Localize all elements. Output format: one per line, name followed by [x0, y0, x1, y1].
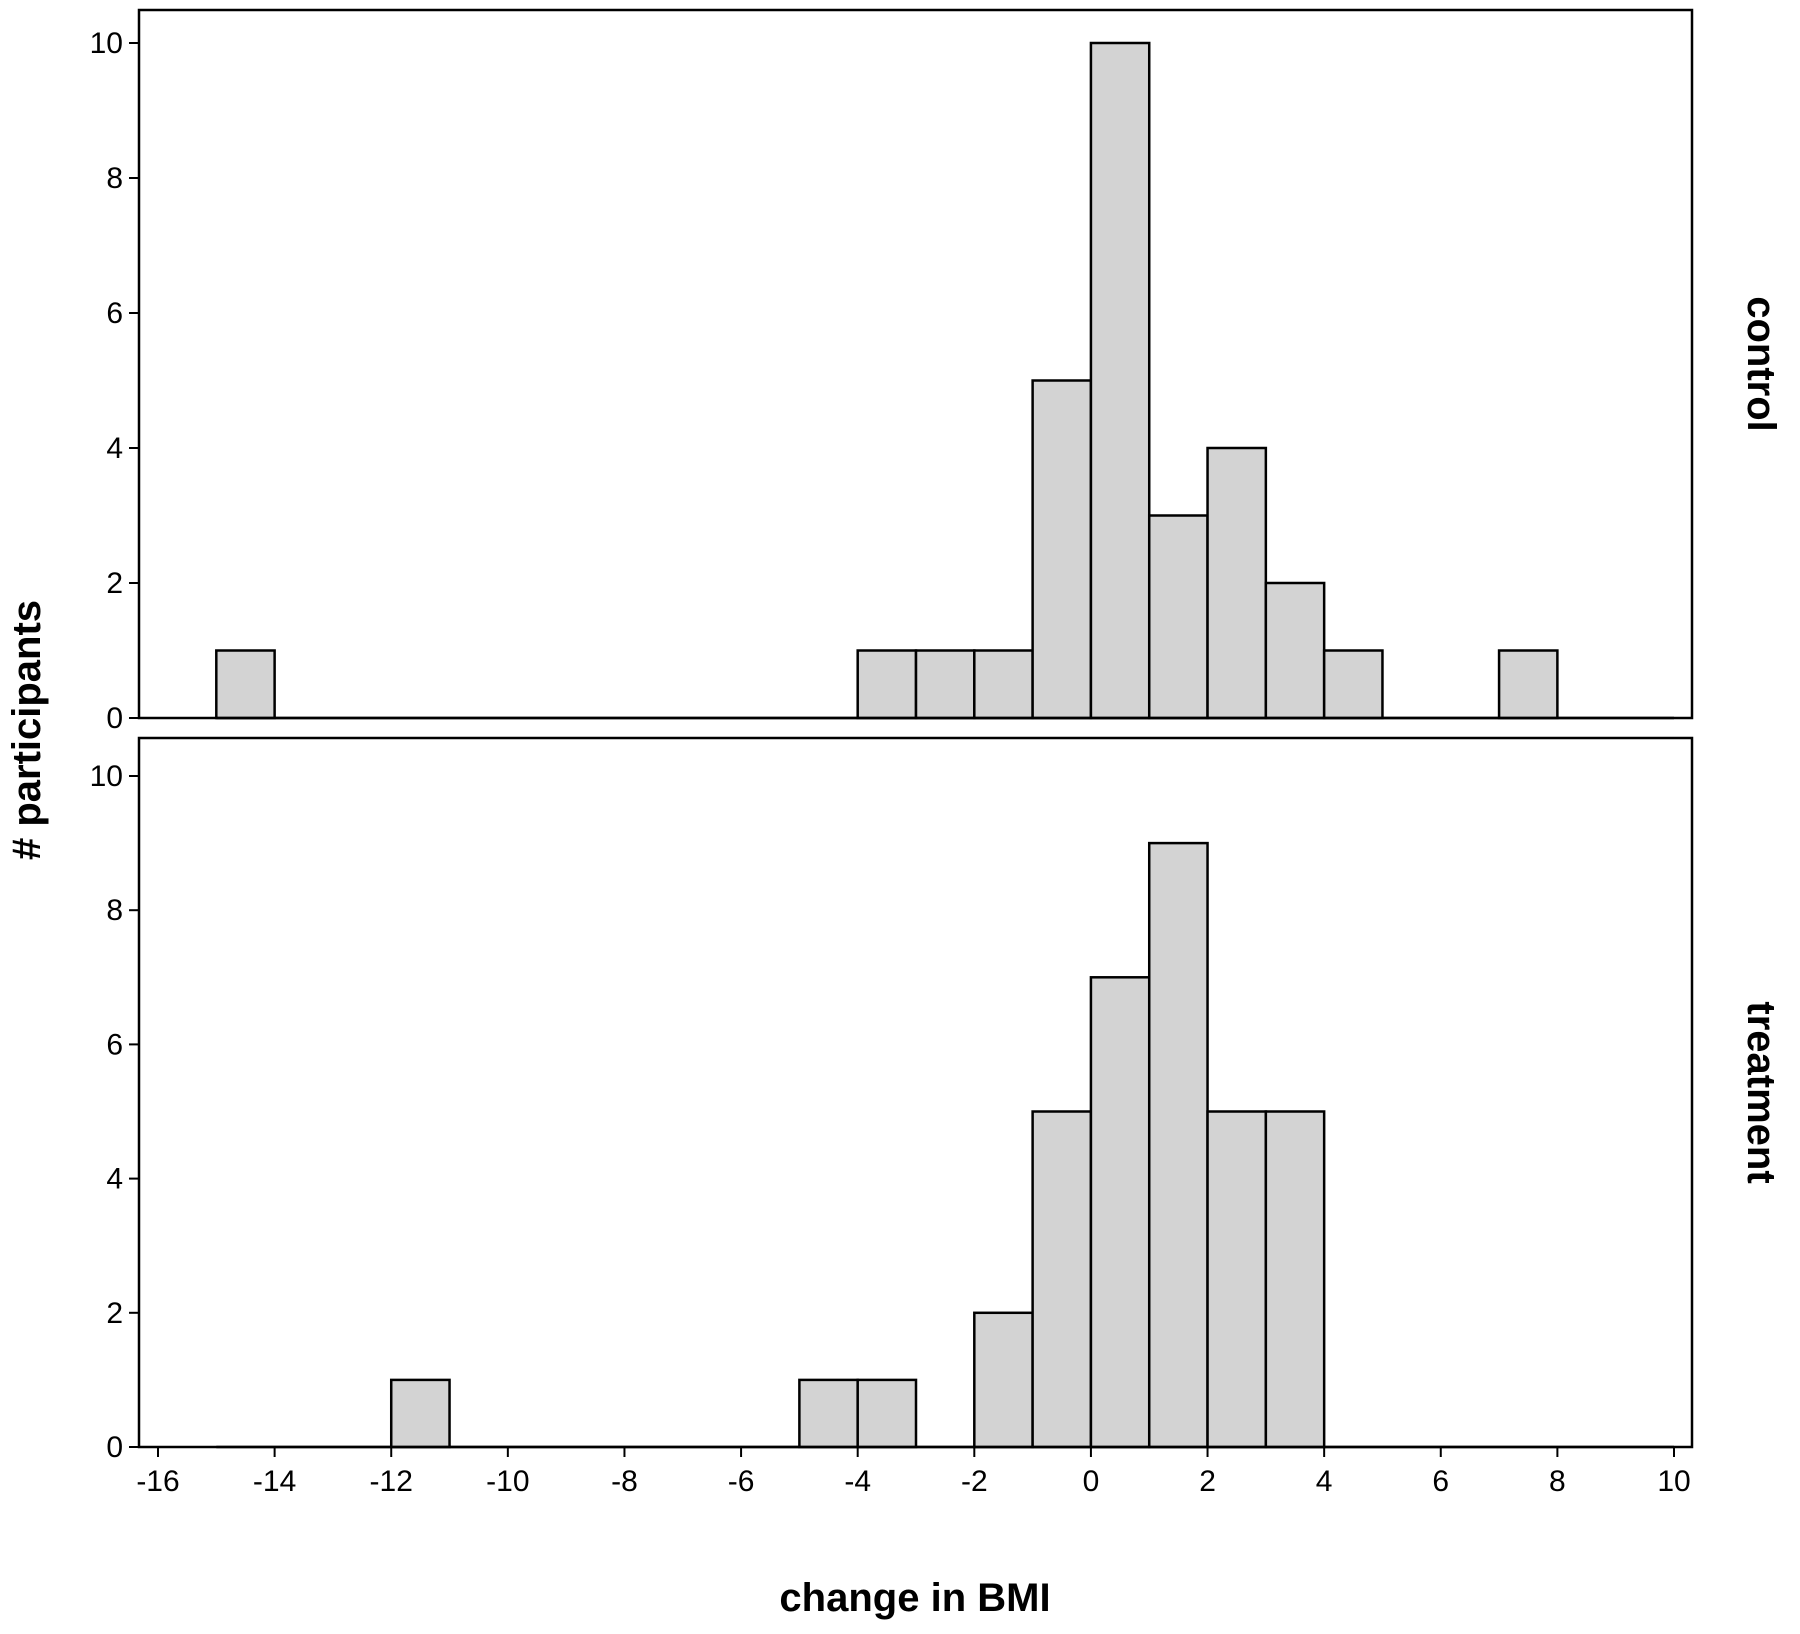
histogram-bar [1089, 976, 1151, 1449]
histogram-bar [215, 649, 276, 720]
histogram-bar [856, 1378, 918, 1449]
x-tick-label: 10 [1657, 1465, 1690, 1498]
histogram-bar [1497, 649, 1559, 720]
histogram-bar [1322, 649, 1384, 720]
histogram-bar [1031, 1110, 1093, 1449]
y-tick-label: 4 [106, 432, 123, 465]
x-tick-label: -2 [961, 1465, 988, 1498]
panel-control: 0 2 4 6 8 10 control [90, 8, 1783, 735]
y-tick-label: 0 [106, 1431, 123, 1464]
histogram-bar [389, 1378, 451, 1449]
x-tick-label: 8 [1549, 1465, 1566, 1498]
y-tick-label: 10 [90, 27, 123, 60]
y-tick-label: 4 [106, 1163, 123, 1196]
panel-label-control: control [1739, 296, 1783, 432]
histogram-bar [856, 649, 918, 720]
y-tick-label: 6 [106, 1028, 123, 1061]
histogram-bar [1031, 379, 1093, 720]
x-tick-label: 6 [1432, 1465, 1449, 1498]
x-tick-label: 0 [1083, 1465, 1100, 1498]
y-tick-label: 8 [106, 894, 123, 927]
histogram-panels: 0 2 4 6 8 10 control 0 2 4 6 8 10 treatment [90, 8, 1783, 1464]
panel-frame [137, 736, 1694, 1449]
x-tick-label: -16 [136, 1465, 179, 1498]
histogram-bar [973, 649, 1034, 720]
x-tick-label: -6 [728, 1465, 755, 1498]
y-tick-label: 8 [106, 162, 123, 195]
y-tick-label: 10 [90, 760, 123, 793]
histogram-bar [1147, 841, 1209, 1449]
histogram-bar [1264, 1110, 1326, 1449]
y-tick-label: 2 [106, 567, 123, 600]
histogram-bar [1089, 41, 1151, 720]
y-axis-title: # participants [5, 600, 49, 860]
x-tick-label: 4 [1316, 1465, 1333, 1498]
panel-label-treatment: treatment [1739, 1001, 1783, 1183]
x-tick-label: -8 [611, 1465, 638, 1498]
x-tick-label: -4 [844, 1465, 871, 1498]
histogram-bar [1264, 581, 1326, 720]
histogram-bar [1147, 514, 1209, 720]
y-tick-label: 2 [106, 1297, 123, 1330]
histogram-bar [798, 1378, 859, 1449]
x-tick-label: -12 [370, 1465, 413, 1498]
x-tick-label: -10 [486, 1465, 529, 1498]
histogram-bar [914, 649, 976, 720]
x-tick-label: -14 [253, 1465, 296, 1498]
x-axis-title: change in BMI [779, 1576, 1050, 1620]
panel-treatment: 0 2 4 6 8 10 treatment [90, 736, 1783, 1464]
panel-frame [137, 8, 1694, 720]
histogram-bar [1206, 1110, 1268, 1449]
histogram-bar [973, 1311, 1034, 1449]
x-tick-label: 2 [1199, 1465, 1216, 1498]
y-tick-label: 6 [106, 297, 123, 330]
y-tick-label: 0 [106, 702, 123, 735]
x-axis: -16 -14 -12 -10 -8 -6 -4 -2 0 2 4 6 8 10 [136, 1447, 1691, 1498]
histogram-bar [1206, 446, 1268, 720]
